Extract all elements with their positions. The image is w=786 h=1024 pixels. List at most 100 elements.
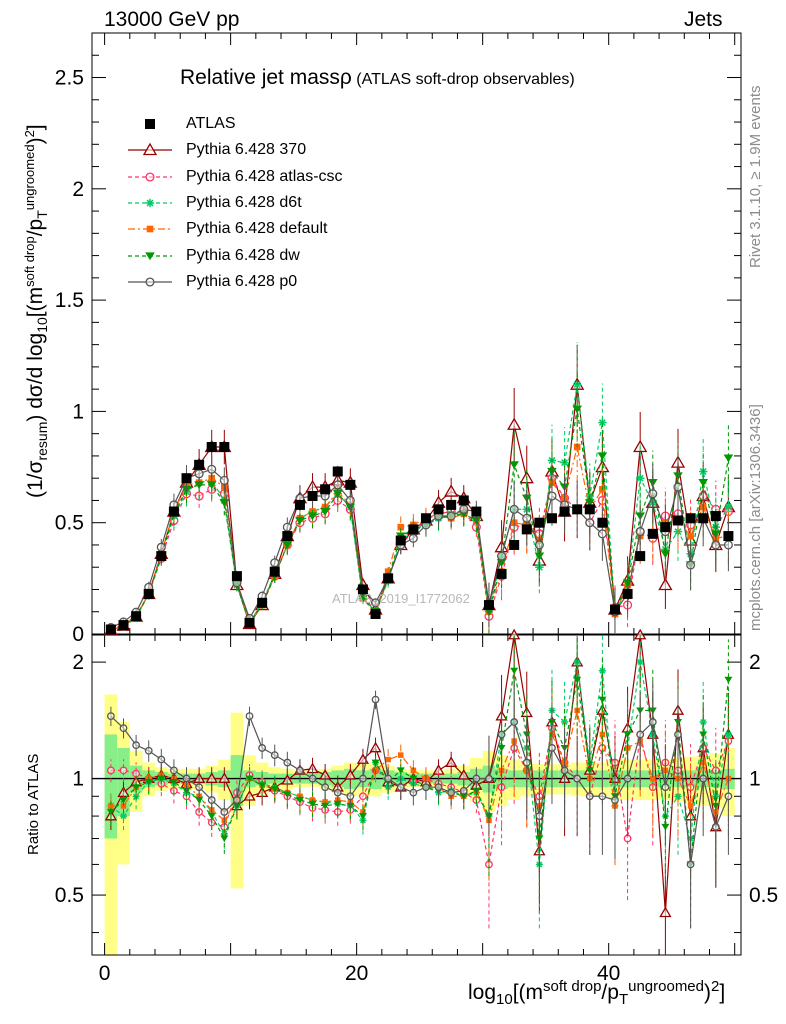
marker-triangle-down (157, 775, 166, 783)
marker-circle (573, 774, 582, 783)
marker-star (674, 792, 682, 800)
marker-star-stroke (637, 659, 644, 666)
marker-triangle-down (144, 778, 153, 786)
marker-circle (459, 504, 469, 514)
marker-triangle-down (106, 808, 115, 816)
marker-circle (220, 808, 229, 816)
marker-data-square (282, 531, 293, 542)
marker-circle (346, 792, 355, 801)
marker-triangle-down (282, 541, 293, 550)
marker-data-square (723, 531, 734, 542)
marker-data-square (420, 513, 431, 524)
marker-circle (623, 834, 632, 843)
ratio-frame (91, 634, 742, 956)
marker-triangle-down (321, 802, 330, 810)
legend-label: ATLAS (186, 115, 236, 133)
marker-triangle-down (119, 797, 128, 804)
marker-circle (522, 758, 531, 767)
marker-data-square (672, 515, 683, 526)
marker-circle (686, 560, 696, 570)
marker-data-square (698, 513, 709, 524)
marker-triangle-down (283, 791, 292, 798)
mcplots-citation-label: mcplots.cern.ch [arXiv:1306.3436] (747, 404, 764, 631)
marker-circle (434, 783, 443, 792)
marker-triangle-down (132, 784, 141, 791)
marker-triangle (444, 484, 459, 497)
marker-data-square (446, 499, 457, 510)
marker-circle (359, 774, 367, 783)
marker-circle (156, 542, 166, 552)
marker-data-square (105, 624, 116, 635)
x-tick-label: 20 (345, 962, 368, 985)
marker-data-square (345, 479, 356, 490)
marker-star-stroke (700, 719, 707, 726)
marker-circle (145, 277, 155, 287)
marker-circle (270, 751, 279, 759)
marker-circle (370, 598, 381, 608)
marker-data-square (685, 513, 696, 524)
marker-data-square (458, 495, 469, 506)
marker-triangle-down (572, 405, 582, 414)
legend-item: Pythia 6.428 dw (126, 242, 343, 268)
marker-circle (408, 533, 418, 543)
marker-square (687, 532, 694, 540)
marker-data-square (622, 588, 633, 599)
marker-data-square (118, 620, 129, 631)
marker-star-stroke (598, 419, 606, 427)
marker-triangle (445, 756, 458, 767)
marker-star-stroke (573, 381, 581, 389)
marker-data-square (145, 119, 155, 130)
ratio-y-tick-label-right: 1 (749, 768, 761, 791)
series-line (110, 409, 729, 632)
marker-triangle (344, 768, 357, 780)
marker-circle (296, 766, 304, 775)
marker-data-square (572, 504, 583, 515)
marker-square (397, 523, 405, 531)
marker-circle (219, 475, 229, 485)
marker-circle (145, 172, 155, 182)
marker-circle (157, 755, 166, 764)
marker-triangle-down (509, 461, 519, 470)
marker-square (599, 731, 606, 738)
marker-star (635, 473, 645, 483)
chart-title-block: Relative jet massρ (ATLAS soft-drop obse… (180, 66, 575, 90)
marker-circle (119, 766, 128, 775)
marker-data-square (647, 528, 658, 539)
ratio-y-tick-label: 2 (72, 651, 84, 674)
marker-circle (396, 783, 405, 792)
marker-triangle (507, 417, 522, 430)
main-y-axis-label: (1/σresum) dσ/d log10[(msoft drop/pTungr… (22, 124, 51, 498)
marker-data-square (660, 522, 671, 533)
marker-circle (308, 774, 317, 783)
marker-triangle-down (573, 676, 582, 684)
marker-triangle (142, 143, 158, 156)
marker-circle (623, 774, 632, 783)
marker-star (145, 198, 155, 208)
marker-data-square (307, 490, 318, 501)
marker-circle (144, 746, 153, 755)
legend-symbol (145, 119, 155, 130)
marker-data-square (156, 551, 167, 562)
rivet-version-label: Rivet 3.1.10, ≥ 1.9M events (747, 85, 764, 269)
marker-circle (686, 860, 695, 869)
marker-circle (548, 744, 556, 752)
marker-triangle-down (308, 800, 317, 808)
marker-circle (547, 491, 557, 501)
marker-circle (170, 766, 178, 775)
y-tick-label: 0.5 (55, 512, 84, 535)
marker-circle (673, 482, 683, 492)
marker-triangle-down (307, 512, 318, 521)
marker-data-square (244, 617, 255, 628)
legend: ATLAS Pythia 6.428 370 Pythia 6.428 atlas-… (126, 111, 343, 295)
marker-circle (459, 786, 468, 795)
legend-item: ATLAS (126, 111, 343, 137)
marker-square (384, 568, 392, 575)
marker-triangle-down (724, 676, 733, 684)
marker-data-square (534, 517, 545, 528)
marker-star (724, 502, 733, 512)
marker-star-stroke (561, 719, 568, 726)
data-series (103, 342, 736, 636)
y-tick-label: 1 (72, 400, 84, 423)
marker-circle (446, 511, 456, 521)
marker-data-square (483, 600, 494, 611)
